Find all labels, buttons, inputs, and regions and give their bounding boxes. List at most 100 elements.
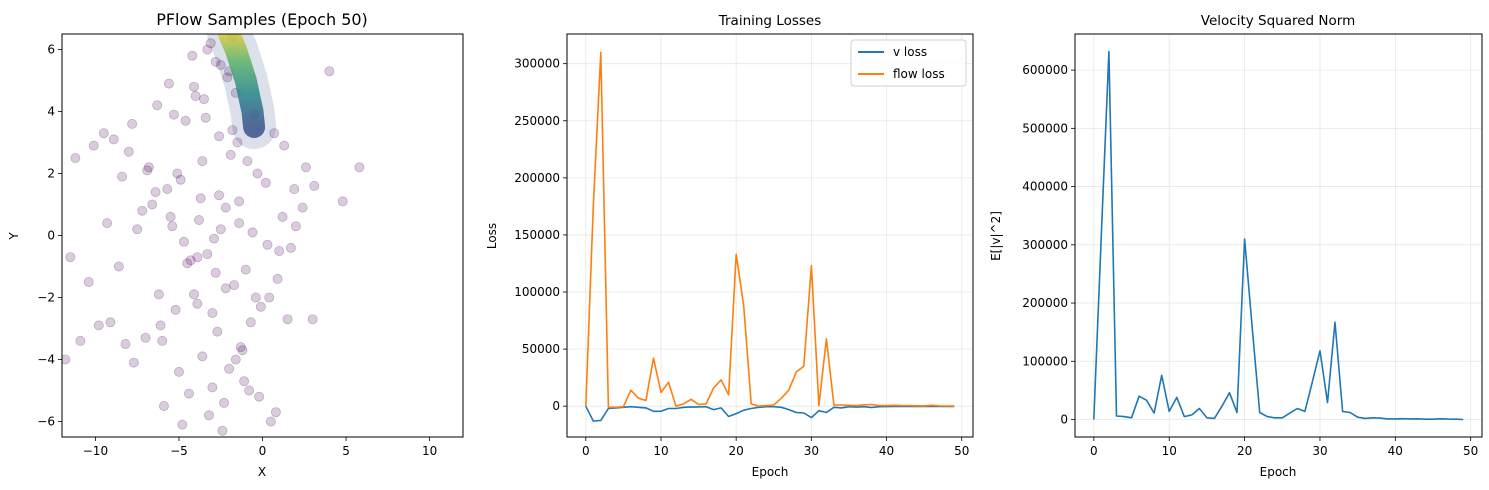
scatter-point (152, 100, 163, 111)
scatter-point (235, 342, 246, 353)
y-tick-label: 300000 (1022, 238, 1068, 252)
scatter-point (209, 233, 220, 244)
scatter-x-ticks: −10 −5 0 5 10 (83, 437, 437, 458)
scatter-point (354, 162, 365, 173)
velocity-title: Velocity Squared Norm (1201, 13, 1355, 29)
scatter-point (234, 196, 245, 207)
x-tick-label: 10 (422, 444, 437, 458)
x-tick-label: 0 (582, 444, 590, 458)
y-tick-label: 0 (1060, 413, 1068, 427)
scatter-point (240, 264, 251, 275)
velocity-frame (1074, 33, 1483, 438)
scatter-point (205, 38, 216, 49)
scatter-point (155, 320, 166, 331)
scatter-point (75, 335, 86, 346)
scatter-point (173, 366, 184, 377)
scatter-point (93, 320, 104, 331)
scatter-point (285, 242, 296, 253)
y-tick-label: 50000 (522, 342, 560, 356)
losses-legend: v loss flow loss (850, 39, 967, 87)
scatter-title: PFlow Samples (Epoch 50) (156, 10, 368, 29)
scatter-point (195, 193, 206, 204)
scatter-point (197, 351, 208, 362)
y-tick-label: 2 (47, 167, 55, 181)
scatter-point (194, 214, 205, 225)
velocity-panel: Velocity Squared Norm 0 10 20 30 40 50 0 10000… (989, 13, 1483, 479)
scatter-frame (61, 33, 464, 438)
dense-band-core (218, 34, 266, 138)
scatter-point (269, 128, 280, 139)
scatter-point (153, 289, 164, 300)
scatter-point (140, 332, 151, 343)
scatter-point (215, 224, 226, 235)
scatter-point (272, 273, 283, 284)
scatter-point (172, 168, 183, 179)
x-tick-label: 0 (1090, 444, 1098, 458)
scatter-point (277, 211, 288, 222)
y-tick-label: 0 (552, 399, 560, 413)
scatter-point (83, 276, 94, 287)
x-tick-label: 10 (653, 444, 668, 458)
scatter-point (168, 109, 179, 120)
scatter-point (105, 317, 116, 328)
scatter-point (225, 149, 236, 160)
x-tick-label: 40 (1388, 444, 1403, 458)
y-tick-label: 300000 (514, 57, 560, 71)
x-tick-label: 30 (804, 444, 819, 458)
scatter-point (127, 118, 138, 129)
scatter-point (204, 410, 215, 421)
scatter-panel: PFlow Samples (Epoch 50) −10 −5 0 5 10 −6−4−… (7, 10, 464, 479)
scatter-point (108, 134, 119, 145)
velocity-xlabel: Epoch (1260, 465, 1297, 479)
y-tick-label: 6 (47, 43, 55, 57)
scatter-point (163, 78, 174, 89)
scatter-point (185, 255, 196, 266)
y-tick-label: 250000 (514, 114, 560, 128)
x-tick-label: 20 (1237, 444, 1252, 458)
scatter-point (192, 252, 203, 263)
scatter-point (230, 354, 241, 365)
scatter-point (147, 199, 158, 210)
scatter-point (307, 314, 318, 325)
legend-label-v-loss: v loss (893, 45, 927, 59)
scatter-point (183, 388, 194, 399)
scatter-point (137, 205, 148, 216)
x-tick-label: −10 (83, 444, 108, 458)
scatter-point (227, 125, 238, 136)
scatter-point (242, 156, 253, 167)
scatter-point (162, 183, 173, 194)
losses-frame (566, 33, 974, 438)
scatter-point (282, 314, 293, 325)
losses-title: Training Losses (718, 13, 822, 29)
y-tick-label: −2 (37, 291, 55, 305)
x-tick-label: 50 (1463, 444, 1478, 458)
scatter-point (214, 131, 225, 142)
dense-band-halo (207, 34, 277, 149)
scatter-point (207, 382, 218, 393)
x-tick-label: 20 (729, 444, 744, 458)
x-tick-label: 5 (342, 444, 350, 458)
scatter-point (200, 112, 211, 123)
scatter-point (128, 357, 139, 368)
scatter-point (337, 196, 348, 207)
scatter-point (214, 190, 225, 201)
scatter-point (250, 292, 261, 303)
scatter-point (237, 345, 248, 356)
losses-grid (567, 34, 973, 437)
velocity-y-ticks: 0 100000 200000 300000 400000 500000 600000 (1022, 63, 1075, 427)
scatter-point (132, 224, 143, 235)
scatter-point (180, 115, 191, 126)
scatter-points (62, 34, 365, 436)
legend-label-flow-loss: flow loss (893, 67, 945, 81)
scatter-point (143, 162, 154, 173)
scatter-point (289, 183, 300, 194)
scatter-point (120, 338, 131, 349)
scatter-point (202, 44, 213, 55)
velocity-grid (1075, 34, 1482, 437)
y-tick-label: 200000 (514, 171, 560, 185)
scatter-point (265, 416, 276, 427)
x-tick-label: 40 (879, 444, 894, 458)
scatter-point (167, 221, 178, 232)
scatter-point (102, 218, 113, 229)
